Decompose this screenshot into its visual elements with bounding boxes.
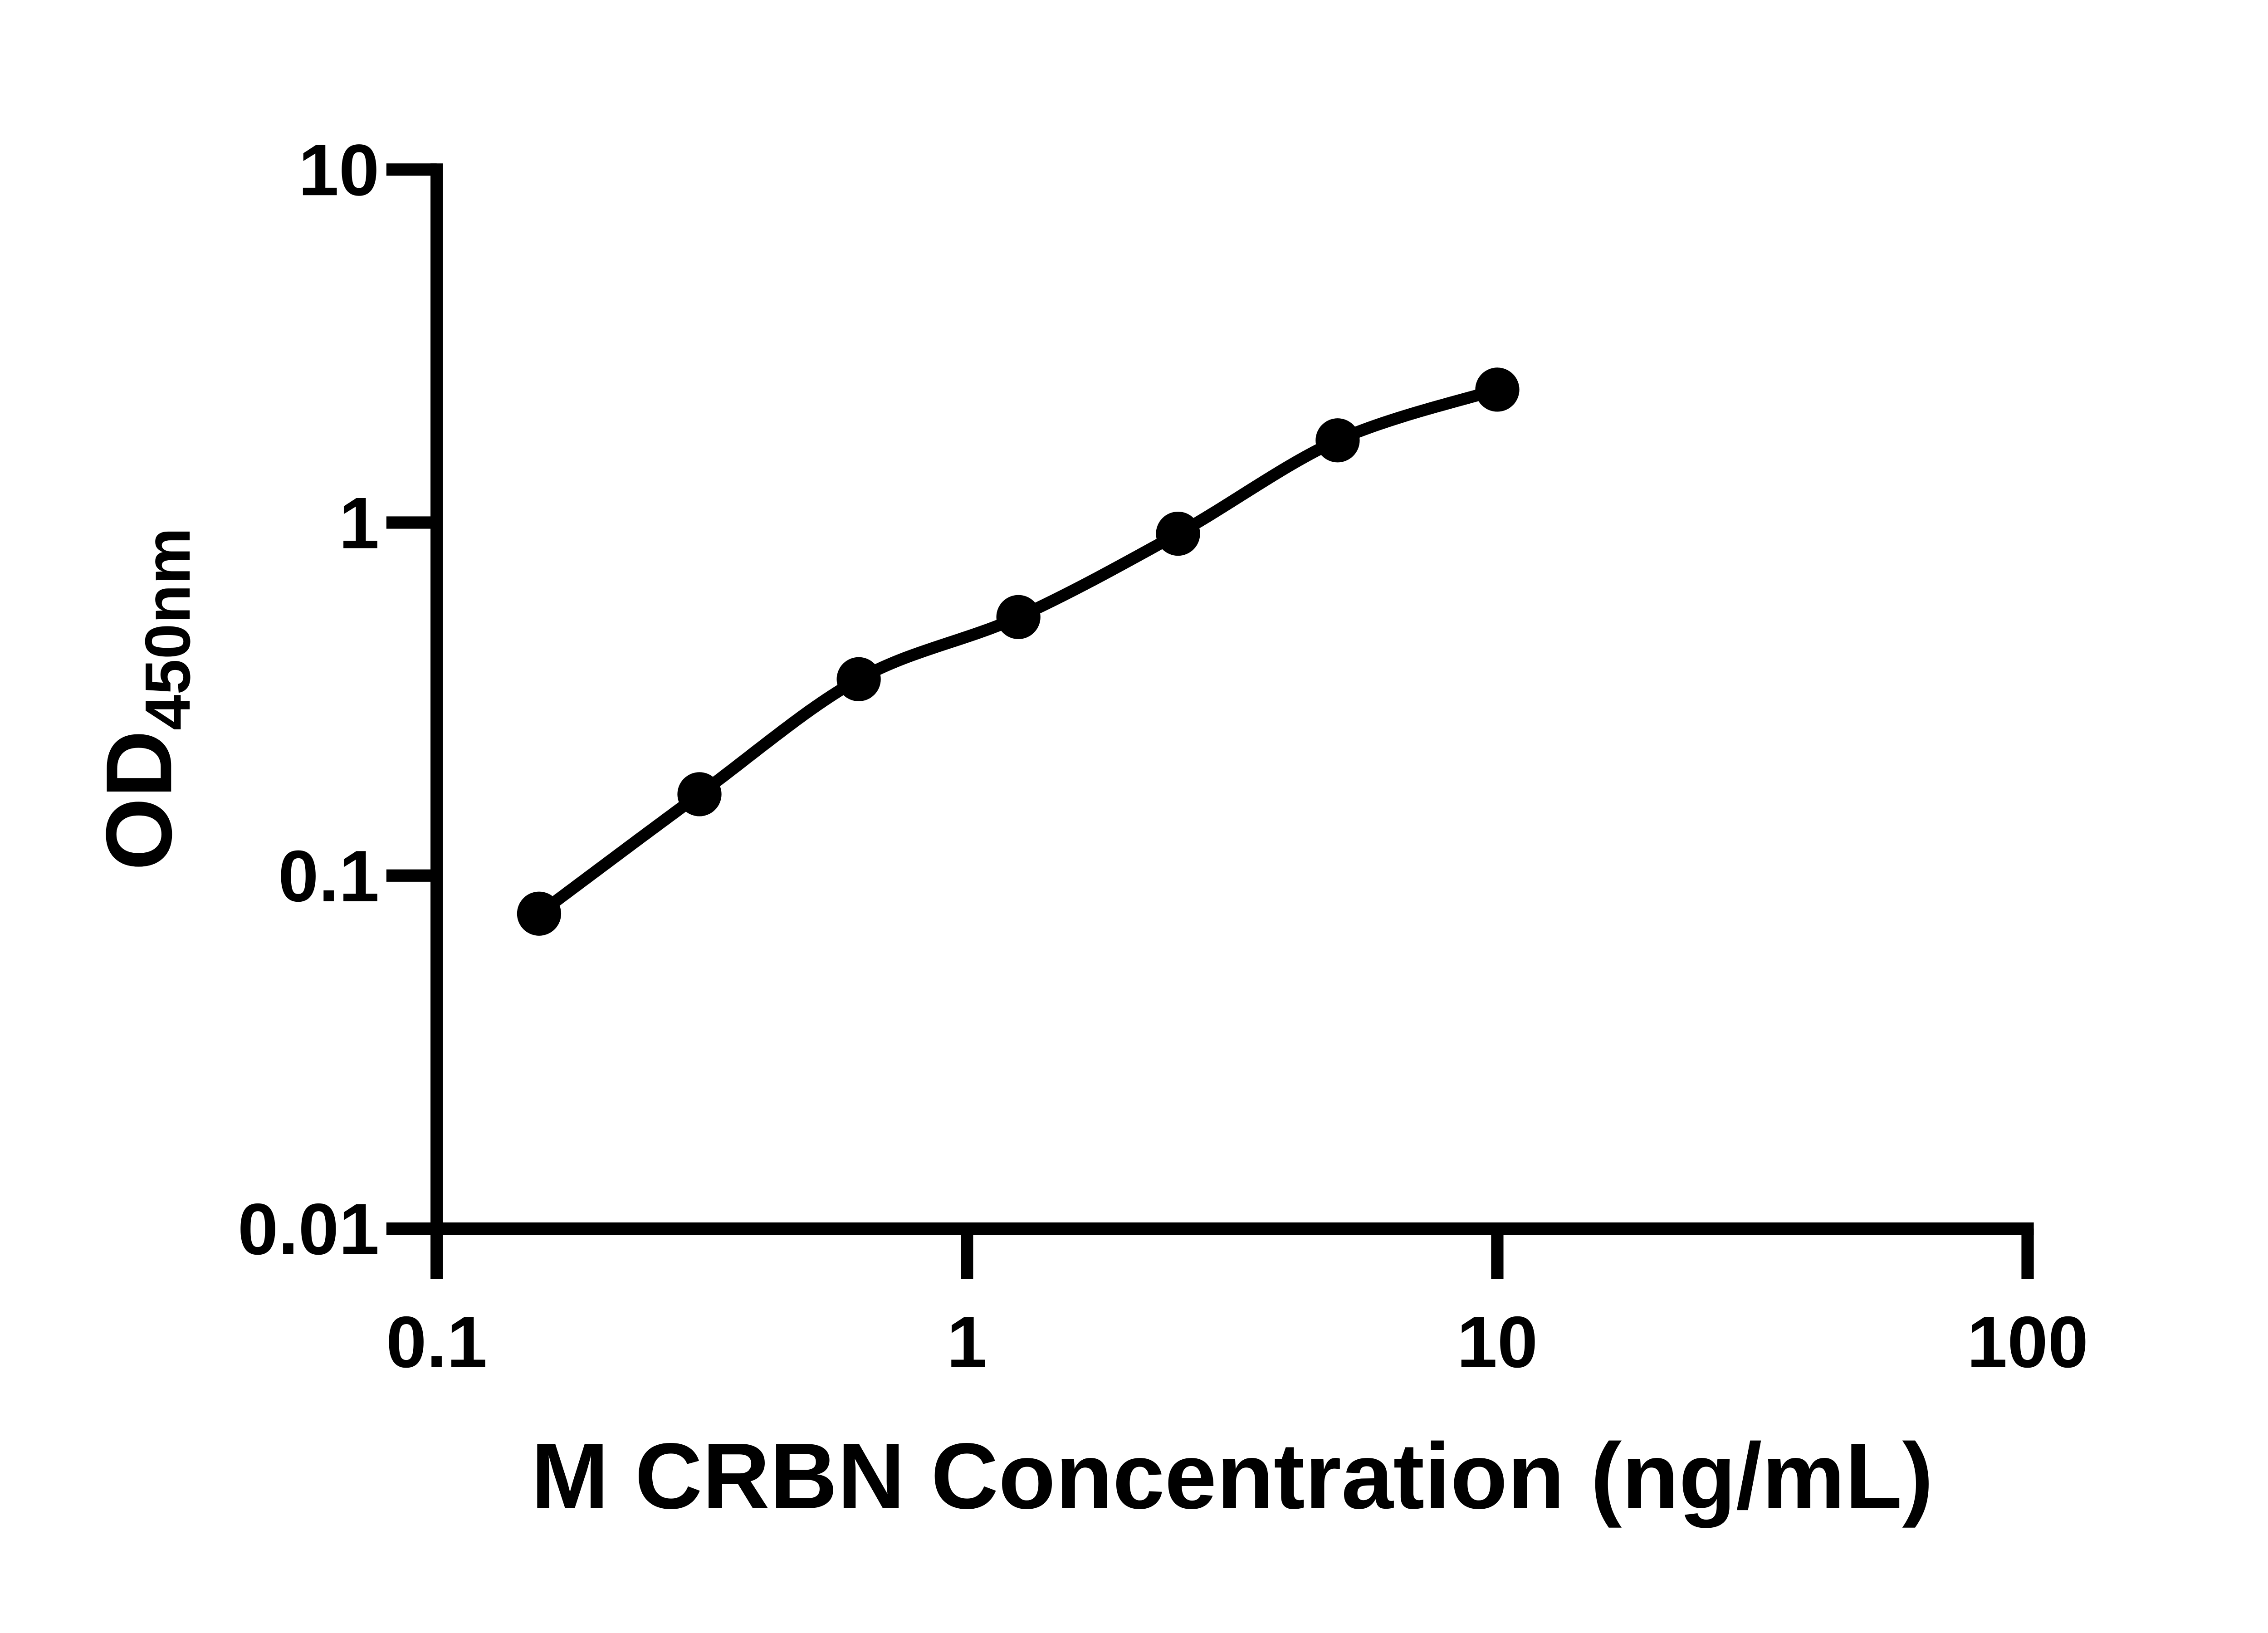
y-axis-tick-label: 0.01 <box>238 1188 379 1270</box>
figure-background <box>0 22 2268 1611</box>
x-axis-tick-label: 0.1 <box>386 1301 487 1383</box>
data-point <box>517 891 562 936</box>
data-point <box>677 772 722 816</box>
y-axis-title: OD450nm <box>86 528 203 870</box>
x-axis-title: M CRBN Concentration (ng/mL) <box>531 1423 1934 1528</box>
y-axis-title-sub: 450nm <box>132 528 203 730</box>
y-axis-tick-label: 10 <box>298 129 379 210</box>
y-axis-tick-label: 1 <box>339 482 379 563</box>
data-point <box>1315 418 1360 463</box>
data-point <box>836 657 881 701</box>
data-point <box>1475 367 1520 412</box>
data-point <box>996 595 1041 639</box>
y-axis-tick-label: 0.1 <box>278 835 379 916</box>
data-point <box>1156 511 1200 556</box>
x-axis-tick-label: 10 <box>1457 1301 1538 1383</box>
x-axis-tick-label: 100 <box>1967 1301 2088 1383</box>
x-axis-tick-label: 1 <box>947 1301 987 1383</box>
y-axis-title-main: OD <box>86 730 191 870</box>
